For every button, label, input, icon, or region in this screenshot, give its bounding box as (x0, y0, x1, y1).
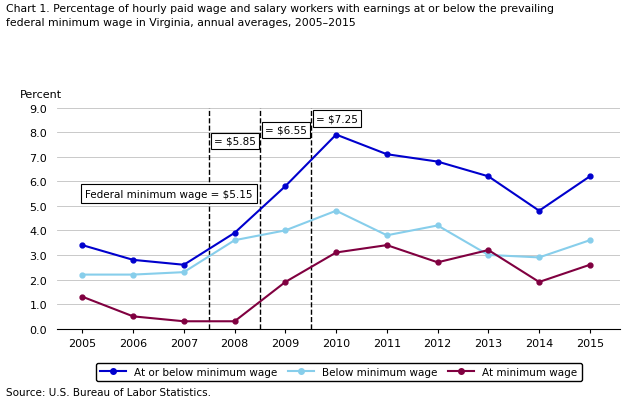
At or below minimum wage (383, 152, 391, 157)
Text: Percent: Percent (20, 89, 63, 99)
Below minimum wage (485, 253, 492, 258)
Below minimum wage (231, 238, 239, 243)
Below minimum wage (282, 229, 289, 233)
Text: federal minimum wage in Virginia, annual averages, 2005–2015: federal minimum wage in Virginia, annual… (6, 18, 356, 28)
Text: Source: U.S. Bureau of Labor Statistics.: Source: U.S. Bureau of Labor Statistics. (6, 387, 211, 397)
At minimum wage (78, 295, 86, 300)
Text: Federal minimum wage = $5.15: Federal minimum wage = $5.15 (85, 189, 253, 199)
At or below minimum wage (129, 258, 137, 263)
At minimum wage (180, 319, 187, 324)
Below minimum wage (332, 209, 340, 214)
At minimum wage (282, 280, 289, 285)
Legend: At or below minimum wage, Below minimum wage, At minimum wage: At or below minimum wage, Below minimum … (96, 363, 582, 381)
Text: = $6.55: = $6.55 (265, 126, 307, 135)
Below minimum wage (129, 273, 137, 277)
Line: Below minimum wage: Below minimum wage (80, 209, 592, 277)
Below minimum wage (434, 223, 441, 228)
At minimum wage (231, 319, 239, 324)
Below minimum wage (586, 238, 594, 243)
At or below minimum wage (282, 184, 289, 189)
Text: = $5.85: = $5.85 (215, 136, 256, 146)
At or below minimum wage (78, 243, 86, 248)
Line: At or below minimum wage: At or below minimum wage (80, 133, 592, 267)
At or below minimum wage (332, 133, 340, 138)
At minimum wage (586, 263, 594, 267)
Below minimum wage (180, 270, 187, 275)
Line: At minimum wage: At minimum wage (80, 243, 592, 324)
At or below minimum wage (536, 209, 543, 214)
At or below minimum wage (231, 231, 239, 236)
At minimum wage (129, 314, 137, 319)
At or below minimum wage (586, 174, 594, 179)
At minimum wage (383, 243, 391, 248)
At or below minimum wage (434, 160, 441, 164)
At minimum wage (485, 248, 492, 253)
Below minimum wage (383, 233, 391, 238)
Text: Chart 1. Percentage of hourly paid wage and salary workers with earnings at or b: Chart 1. Percentage of hourly paid wage … (6, 4, 555, 14)
Text: = $7.25: = $7.25 (316, 114, 358, 124)
At or below minimum wage (485, 174, 492, 179)
At minimum wage (434, 260, 441, 265)
Below minimum wage (78, 273, 86, 277)
At or below minimum wage (180, 263, 187, 267)
At minimum wage (536, 280, 543, 285)
At minimum wage (332, 251, 340, 255)
Below minimum wage (536, 255, 543, 260)
